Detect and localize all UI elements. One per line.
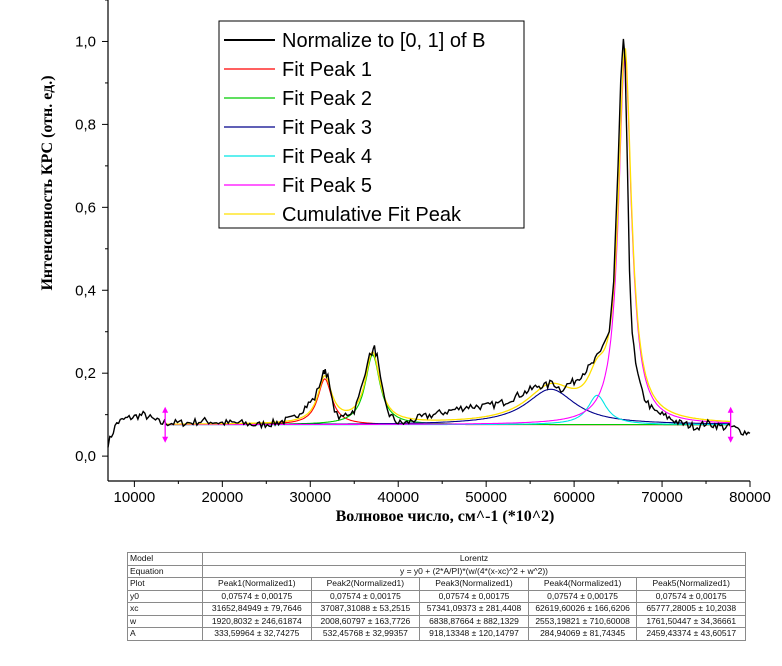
table-cell: 62619,60026 ± 166,6206 bbox=[527, 602, 638, 616]
x-tick-label-6: 60000 bbox=[553, 489, 595, 506]
y-tick-label-5: 0,8 bbox=[75, 116, 96, 133]
y-tick-label-6: 1,0 bbox=[75, 33, 96, 50]
y-axis-title: Интенсивность КРС (отн. ед.) bbox=[39, 75, 56, 290]
legend-label-1: Normalize to [0, 1] of B bbox=[282, 30, 485, 52]
table-cell: 31652,84949 ± 79,7646 bbox=[202, 602, 312, 616]
ticks: 10000 20000 30000 40000 50000 60000 70000 80000… bbox=[75, 0, 771, 506]
column-header-4: Peak4(Normalized1) bbox=[527, 577, 638, 591]
table-row-label: w bbox=[127, 614, 203, 628]
legend-label-5: Fit Peak 4 bbox=[282, 146, 372, 168]
legend-label-4: Fit Peak 3 bbox=[282, 117, 372, 139]
column-header-2: Peak2(Normalized1) bbox=[310, 577, 421, 591]
x-tick-label-8: 80000 bbox=[729, 489, 771, 506]
y-tick-label-4: 0,6 bbox=[75, 199, 96, 216]
legend-label-3: Fit Peak 2 bbox=[282, 88, 372, 110]
table-cell: 0,07574 ± 0,00175 bbox=[419, 589, 529, 603]
y-tick-label-2: 0,2 bbox=[75, 365, 96, 382]
legend: Normalize to [0, 1] of B Fit Peak 1 Fit Pe… bbox=[218, 20, 525, 229]
table-row-label: A bbox=[127, 627, 203, 641]
x-tick-label-5: 50000 bbox=[465, 489, 507, 506]
table-cell: 1761,50447 ± 34,36661 bbox=[636, 614, 746, 628]
series-1-line bbox=[107, 38, 751, 448]
fit-results-table: Model Lorentz Equation y = y0 + (2*A/PI)*(w… bbox=[127, 552, 746, 641]
equation-value: y = y0 + (2*A/PI)*(w/(4*(x-xc)^2 + w^2)) bbox=[202, 564, 746, 578]
x-tick-label-2: 20000 bbox=[201, 489, 243, 506]
x-tick-label-3: 30000 bbox=[289, 489, 331, 506]
x-tick-label-1: 10000 bbox=[114, 489, 156, 506]
table-cell: 0,07574 ± 0,00175 bbox=[310, 589, 421, 603]
column-header-3: Peak3(Normalized1) bbox=[419, 577, 529, 591]
table-row-model: Model Lorentz bbox=[127, 552, 746, 566]
table-cell: 0,07574 ± 0,00175 bbox=[527, 589, 638, 603]
table-row-label: xc bbox=[127, 602, 203, 616]
table-row-label: Equation bbox=[127, 564, 203, 578]
table-row-A: A 333,59964 ± 32,74275 532,45768 ± 32,9935… bbox=[127, 627, 746, 641]
x-tick-label-4: 40000 bbox=[377, 489, 419, 506]
table-cell: 1920,8032 ± 246,61874 bbox=[202, 614, 312, 628]
table-row-equation: Equation y = y0 + (2*A/PI)*(w/(4*(x-xc)^2… bbox=[127, 564, 746, 578]
table-cell: 0,07574 ± 0,00175 bbox=[636, 589, 746, 603]
table-cell: 333,59964 ± 32,74275 bbox=[202, 627, 312, 641]
table-row-plot: Plot Peak1(Normalized1) Peak2(Normalized1)… bbox=[127, 577, 746, 591]
legend-label-6: Fit Peak 5 bbox=[282, 175, 372, 197]
table-cell: 284,94069 ± 81,74345 bbox=[527, 627, 638, 641]
range-marker-2 bbox=[727, 406, 734, 443]
table-cell: 2459,43374 ± 43,60517 bbox=[636, 627, 746, 641]
legend-label-2: Fit Peak 1 bbox=[282, 59, 372, 81]
y-tick-label-1: 0,0 bbox=[75, 448, 96, 465]
table-cell: 65777,28005 ± 10,2038 bbox=[636, 602, 746, 616]
table-cell: 57341,09373 ± 281,4408 bbox=[419, 602, 529, 616]
raw-spectrum bbox=[107, 38, 751, 448]
x-axis-title: Волновое число, см^-1 (*10^2) bbox=[336, 508, 555, 525]
column-header-5: Peak5(Normalized1) bbox=[636, 577, 746, 591]
table-cell: 2008,60797 ± 163,7726 bbox=[310, 614, 421, 628]
table-row-label: y0 bbox=[127, 589, 203, 603]
table-row-w: w 1920,8032 ± 246,61874 2008,60797 ± 163,7… bbox=[127, 614, 746, 628]
legend-label-7: Cumulative Fit Peak bbox=[282, 204, 462, 226]
fit-curves bbox=[165, 47, 731, 426]
x-tick-label-7: 70000 bbox=[641, 489, 683, 506]
axes bbox=[107, 0, 750, 482]
y-tick-label-3: 0,4 bbox=[75, 282, 96, 299]
range-marker-1 bbox=[162, 406, 169, 443]
table-cell: 532,45768 ± 32,99357 bbox=[310, 627, 421, 641]
table-cell: 6838,87664 ± 882,1329 bbox=[419, 614, 529, 628]
legend-box bbox=[218, 20, 525, 229]
table-row-y0: y0 0,07574 ± 0,00175 0,07574 ± 0,00175 0,07… bbox=[127, 589, 746, 603]
range-markers bbox=[162, 406, 734, 443]
column-header-1: Peak1(Normalized1) bbox=[202, 577, 312, 591]
table-cell: 0,07574 ± 0,00175 bbox=[202, 589, 312, 603]
table-cell: 37087,31088 ± 53,2515 bbox=[310, 602, 421, 616]
table-row-label: Model bbox=[127, 552, 203, 566]
chart: 10000 20000 30000 40000 50000 60000 70000 80000… bbox=[39, 0, 771, 525]
table-row-label: Plot bbox=[127, 577, 203, 591]
table-row-xc: xc 31652,84949 ± 79,7646 37087,31088 ± 53,… bbox=[127, 602, 746, 616]
model-value: Lorentz bbox=[202, 552, 746, 566]
table-cell: 918,13348 ± 120,14797 bbox=[419, 627, 529, 641]
table-cell: 2553,19821 ± 710,60008 bbox=[527, 614, 638, 628]
